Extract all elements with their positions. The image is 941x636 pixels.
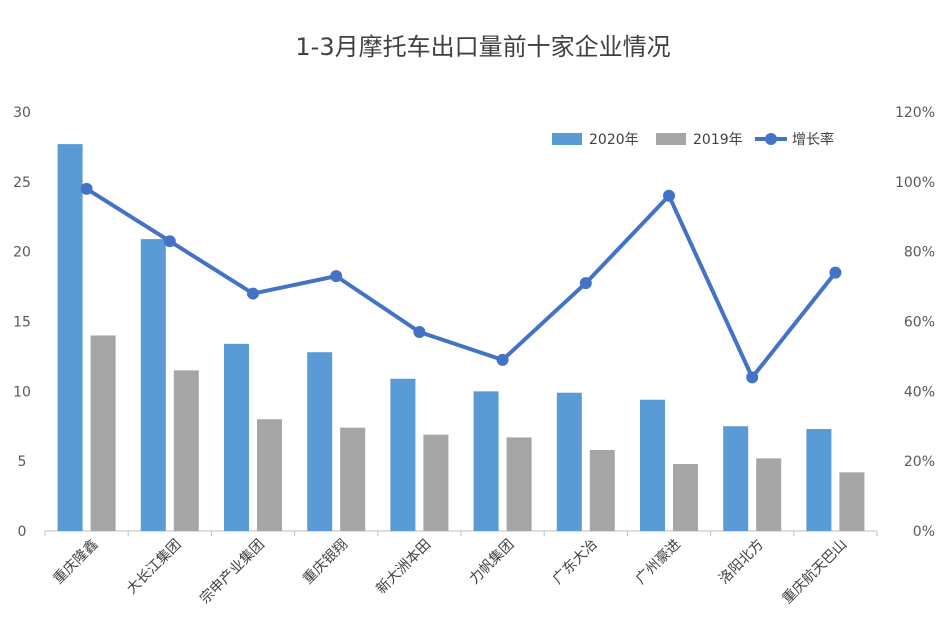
legend-swatch <box>552 133 582 145</box>
x-category-label: 宗申产业集团 <box>196 536 267 607</box>
bar-2020 <box>140 239 166 531</box>
legend-label: 2020年 <box>589 132 639 148</box>
bar-2019 <box>506 437 532 531</box>
growth-rate-point <box>829 266 842 279</box>
y-left-tick-label: 0 <box>18 524 27 540</box>
bar-2019 <box>839 472 865 531</box>
x-category-label: 重庆银翔 <box>300 537 351 588</box>
x-category-label: 力帆集团 <box>466 536 518 588</box>
chart-title: 1-3月摩托车出口量前十家企业情况 <box>295 33 670 61</box>
bar-2019 <box>423 434 449 531</box>
bar-2019 <box>589 449 615 531</box>
y-left-tick-label: 20 <box>13 245 31 261</box>
growth-rate-point <box>247 287 259 300</box>
growth-rate-line <box>84 186 838 380</box>
growth-line <box>80 182 842 384</box>
bar-2020 <box>806 429 832 531</box>
x-category-label: 洛阳北方 <box>716 537 767 588</box>
bar-2020 <box>473 391 499 531</box>
growth-rate-point <box>496 353 509 366</box>
y-right-tick-label: 40% <box>904 384 935 400</box>
legend: 2020年 2019年 增长率 <box>552 131 834 148</box>
bar-2019 <box>90 335 116 531</box>
bar-2019 <box>756 458 782 531</box>
growth-rate-point <box>330 270 343 283</box>
growth-rate-point <box>746 371 759 384</box>
bars <box>57 144 865 531</box>
bar-2019 <box>673 463 698 531</box>
y-right-tick-label: 0% <box>913 524 935 540</box>
y-right-tick-label: 60% <box>904 315 935 331</box>
bar-2019 <box>257 419 282 531</box>
bar-2020 <box>390 378 416 531</box>
bar-2019 <box>173 370 199 531</box>
x-category-label: 重庆隆鑫 <box>50 536 102 588</box>
x-category-label: 重庆航天巴山 <box>780 537 851 608</box>
y-left-tick-label: 5 <box>18 454 27 470</box>
y-left-tick-label: 30 <box>13 105 31 121</box>
bar-2020 <box>723 426 749 531</box>
legend-swatch <box>656 133 686 145</box>
growth-rate-point <box>663 189 675 202</box>
bar-2020 <box>307 352 333 531</box>
legend-swatch-marker <box>765 133 777 145</box>
y-right-tick-label: 80% <box>904 245 935 261</box>
x-category-label: 广东大冶 <box>550 537 601 588</box>
legend-label: 2019年 <box>693 132 743 148</box>
bar-2019 <box>340 427 366 531</box>
y-left-tick-label: 15 <box>13 315 31 331</box>
bar-2020 <box>640 399 665 531</box>
growth-rate-point <box>579 277 592 290</box>
y-left-tick-label: 25 <box>13 175 31 191</box>
bar-2020 <box>224 343 249 531</box>
y-right-tick-label: 120% <box>895 105 935 121</box>
y-right-tick-label: 20% <box>904 454 935 470</box>
bar-2020 <box>556 392 582 531</box>
y-left-tick-label: 10 <box>13 384 31 400</box>
legend-label: 增长率 <box>792 131 834 148</box>
x-category-label: 新大洲本田 <box>373 537 434 598</box>
x-category-label: 大长江集团 <box>123 536 185 598</box>
growth-rate-point <box>80 182 93 195</box>
bar-2020 <box>57 144 83 531</box>
y-right-tick-label: 100% <box>895 175 935 191</box>
growth-rate-point <box>413 325 426 338</box>
growth-rate-point <box>163 235 176 248</box>
x-category-label: 广州豪进 <box>633 537 684 588</box>
